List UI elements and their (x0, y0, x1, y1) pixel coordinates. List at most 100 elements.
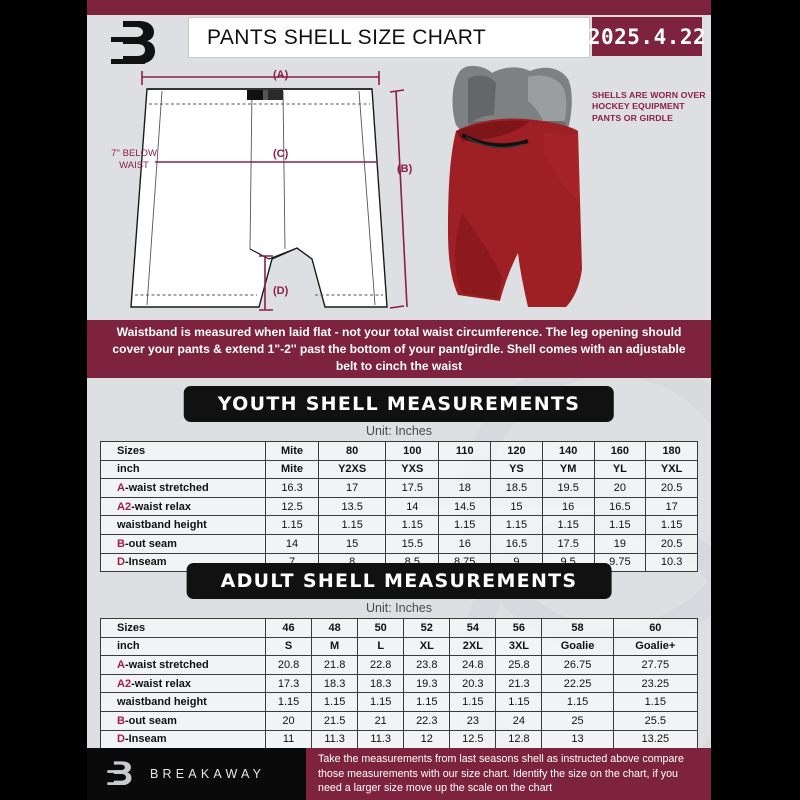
page-footer: BREAKAWAY Take the measurements from las… (87, 748, 711, 800)
table-cell: 15 (490, 496, 543, 517)
table-cell: Goalie (541, 636, 614, 657)
table-cell: 11 (264, 729, 313, 750)
row-label: B-out seam (100, 533, 266, 554)
table-row: A2-waist relax 12.5 13.5 14 14.5 15 16 16.5 17 (100, 496, 698, 517)
footer-brand-name: BREAKAWAY (150, 767, 266, 781)
table-cell: 20 (264, 710, 313, 731)
adult-table-body: Sizes 46 48 50 52 54 56 58 60 inch S M L XL 2XL 3XL Goal… (100, 618, 699, 750)
below-waist-label: 7'' BELOW WAIST (111, 148, 157, 171)
row-label: waistband height (100, 515, 266, 535)
table-row: A-waist stretched 16.3 17 17.5 18 18.5 19.5 20 2… (100, 478, 698, 498)
row-label: D-Inseam (100, 729, 266, 750)
table-cell: Mite (264, 441, 320, 461)
table-cell: 80 (318, 441, 387, 461)
table-cell: 15.5 (385, 533, 440, 554)
table-cell: 21.5 (311, 710, 359, 731)
table-row: Sizes 46 48 50 52 54 56 58 60 (100, 618, 699, 638)
table-cell: 22.25 (541, 673, 614, 694)
table-cell: 12 (403, 729, 451, 750)
footer-brand-block: BREAKAWAY (87, 748, 306, 800)
adult-unit-label: Unit: Inches (365, 601, 432, 615)
table-row: waistband height 1.15 1.15 1.15 1.15 1.15 1.15… (100, 692, 699, 712)
table-cell: 1.15 (357, 692, 405, 712)
table-cell: 160 (593, 441, 647, 461)
table-cell: 22.3 (403, 710, 451, 731)
table-cell: 17.5 (385, 478, 440, 498)
youth-unit-label: Unit: Inches (365, 424, 432, 438)
table-cell: 13.5 (318, 496, 387, 517)
table-cell: 1.15 (612, 692, 699, 712)
table-cell: 1.15 (403, 692, 451, 712)
table-cell: 11.3 (311, 729, 359, 750)
table-cell: 24.8 (449, 655, 497, 675)
product-photo (432, 63, 597, 315)
table-cell: 25 (541, 710, 614, 731)
table-cell: 1.15 (449, 692, 497, 712)
table-cell: 1.15 (438, 515, 492, 535)
table-cell: 16 (541, 496, 595, 517)
table-cell: L (357, 636, 405, 657)
row-label-prefix: A (117, 658, 125, 671)
instruction-banner: Waistband is measured when laid flat - n… (87, 320, 711, 378)
table-cell (438, 459, 492, 480)
adult-section-title: ADULT SHELL MEASUREMENTS (186, 563, 612, 599)
table-cell: 58 (541, 618, 614, 638)
table-cell: 27.75 (612, 655, 699, 675)
row-label: waistband height (100, 692, 266, 712)
row-label: A2-waist relax (100, 496, 266, 517)
size-chart-page: PANTS SHELL SIZE CHART 2025.4.22 (87, 0, 711, 800)
dimension-label-c: (C) (273, 148, 289, 160)
table-cell: 21.8 (311, 655, 359, 675)
table-cell: 20.5 (645, 478, 698, 498)
table-cell: YM (541, 459, 595, 480)
table-cell: 1.15 (264, 515, 320, 535)
table-cell: 100 (385, 441, 440, 461)
table-cell: 50 (357, 618, 405, 638)
table-row: Sizes Mite 80 100 110 120 140 160 180 (100, 441, 698, 461)
table-cell: 21 (357, 710, 405, 731)
table-cell: M (311, 636, 359, 657)
table-cell: 1.15 (593, 515, 647, 535)
table-cell: 11.3 (357, 729, 405, 750)
table-cell: 14 (264, 533, 320, 554)
row-label-prefix: B (117, 714, 125, 727)
table-cell: 1.15 (318, 515, 387, 535)
row-label: inch (100, 636, 266, 657)
table-cell: 12.5 (264, 496, 320, 517)
dimension-label-a: (A) (273, 69, 289, 81)
table-cell: YS (490, 459, 543, 480)
table-cell: Mite (264, 459, 320, 480)
measurement-diagram: (A) (B) (C) (D) 7'' BELOW WAIST (87, 63, 711, 315)
table-cell: 140 (541, 441, 595, 461)
table-row: waistband height 1.15 1.15 1.15 1.15 1.15 1.15… (100, 515, 698, 535)
table-cell: 16.3 (264, 478, 320, 498)
table-cell: 23.8 (403, 655, 451, 675)
table-cell: 56 (495, 618, 543, 638)
table-cell: 1.15 (495, 692, 543, 712)
table-cell: 46 (264, 618, 313, 638)
table-cell: 52 (403, 618, 451, 638)
table-cell: S (264, 636, 313, 657)
table-row: D-Inseam 11 11.3 11.3 12 12.5 12.8 13 13.25 (100, 729, 699, 750)
table-cell: 18.5 (490, 478, 543, 498)
row-label-prefix: D (117, 733, 125, 746)
adult-table-wrap: Sizes 46 48 50 52 54 56 58 60 inch S M L XL 2XL 3XL Goal… (100, 618, 699, 750)
table-row: inch S M L XL 2XL 3XL Goalie Goalie+ (100, 636, 699, 657)
table-cell: 13 (541, 729, 614, 750)
table-row: A2-waist relax 17.3 18.3 18.3 19.3 20.3 21.3 22… (100, 673, 699, 694)
table-cell: 120 (490, 441, 543, 461)
table-cell: 19.5 (541, 478, 595, 498)
table-cell: 18.3 (357, 673, 405, 694)
table-cell: 17 (318, 478, 387, 498)
table-cell: 1.15 (385, 515, 440, 535)
table-cell: 1.15 (311, 692, 359, 712)
table-row: B-out seam 20 21.5 21 22.3 23 24 25 25.5 (100, 710, 699, 731)
table-cell: 16.5 (593, 496, 647, 517)
table-cell: 17 (645, 496, 698, 517)
page-title: PANTS SHELL SIZE CHART (207, 25, 487, 49)
table-cell: 1.15 (490, 515, 543, 535)
table-cell: Y2XS (318, 459, 387, 480)
breakaway-logo-footer-icon (104, 757, 138, 791)
row-label-prefix: D (117, 556, 125, 569)
row-label: B-out seam (100, 710, 266, 731)
